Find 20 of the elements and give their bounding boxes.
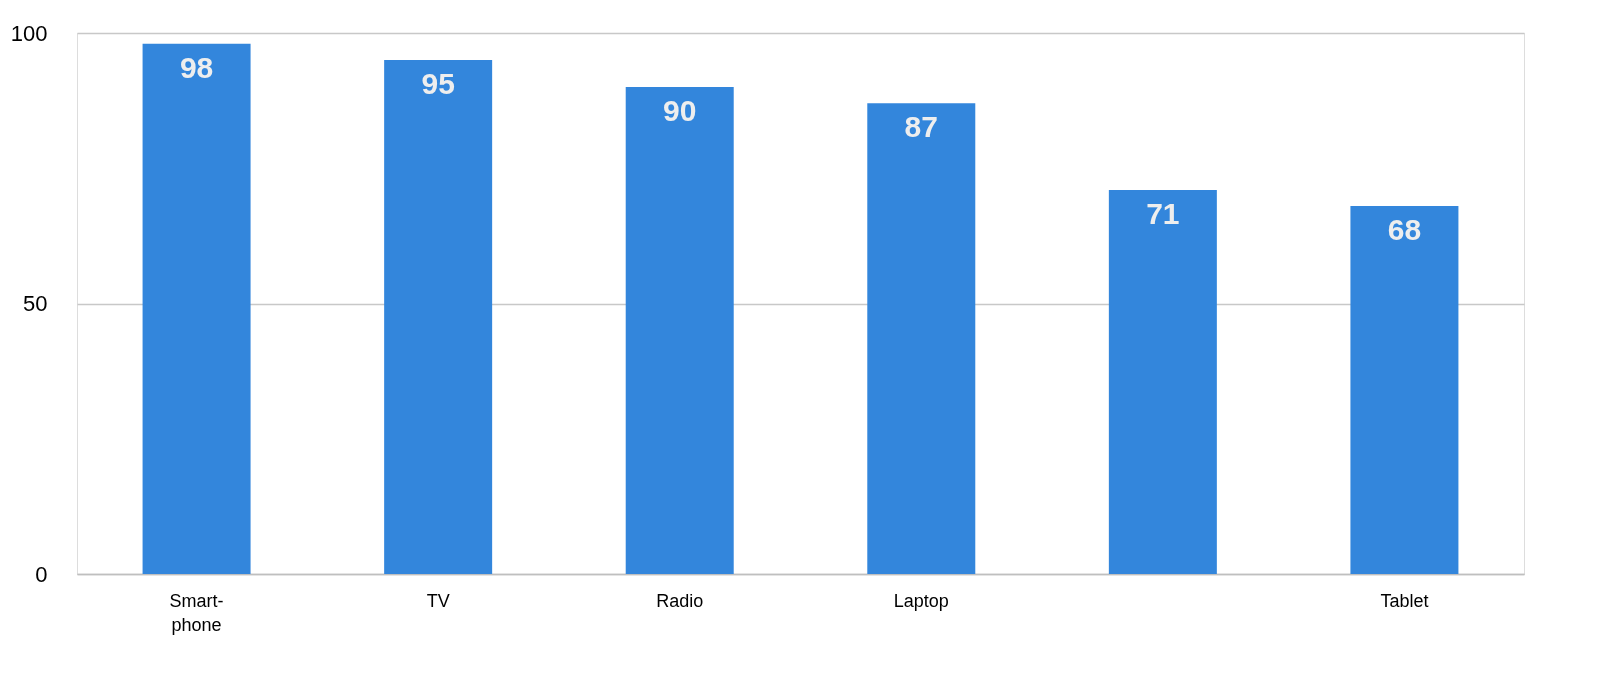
data-label: 68 <box>1387 213 1422 247</box>
x-tick-label: Laptop <box>893 590 949 611</box>
bar <box>1350 206 1459 574</box>
x-tick-label: Radio <box>656 590 704 611</box>
y-tick-label: 50 <box>23 291 48 316</box>
data-label: 98 <box>179 50 214 84</box>
y-tick-label: 100 <box>10 20 48 46</box>
bar <box>867 103 976 574</box>
x-tick-label: TV <box>426 590 450 611</box>
y-tick-label: 0 <box>35 561 48 587</box>
bar <box>142 43 251 574</box>
x-tick-label: Tablet <box>1380 590 1429 611</box>
x-tick-label: Smart-phone <box>169 590 224 635</box>
data-label: 95 <box>421 67 455 101</box>
data-label: 87 <box>904 110 938 144</box>
data-label: 90 <box>663 94 697 128</box>
bar <box>384 60 493 574</box>
bar <box>625 87 734 574</box>
data-label: 71 <box>1146 196 1180 230</box>
bar <box>1108 189 1217 574</box>
